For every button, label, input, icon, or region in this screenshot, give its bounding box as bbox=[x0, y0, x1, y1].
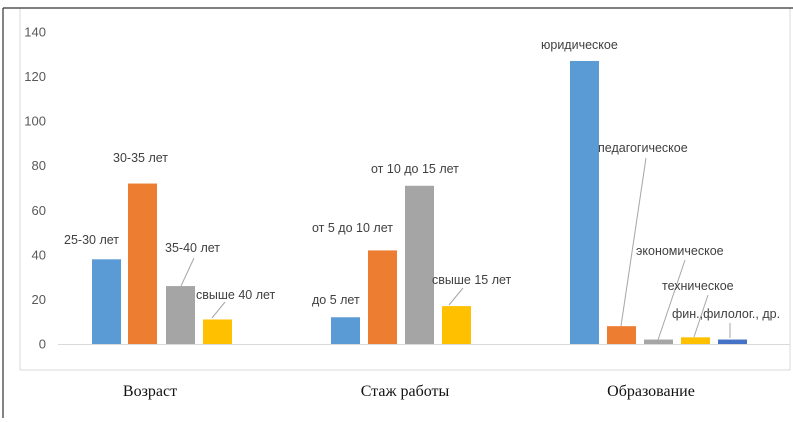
data-label: 30-35 лет bbox=[113, 151, 168, 165]
bar bbox=[203, 319, 232, 344]
data-label: от 5 до 10 лет bbox=[312, 221, 393, 235]
bar bbox=[92, 259, 121, 344]
data-label: свыше 15 лет bbox=[432, 273, 512, 287]
bar bbox=[166, 286, 195, 344]
data-label: фин.,филолог., др. bbox=[672, 307, 780, 321]
bar bbox=[442, 306, 471, 344]
bar bbox=[331, 317, 360, 344]
y-tick-label: 100 bbox=[24, 114, 46, 129]
leader-line bbox=[211, 301, 226, 319]
y-tick-label: 20 bbox=[32, 292, 46, 307]
bar bbox=[405, 185, 434, 344]
data-label: до 5 лет bbox=[312, 293, 360, 307]
bar bbox=[128, 183, 157, 344]
y-tick-label: 0 bbox=[39, 337, 46, 352]
bar bbox=[644, 339, 673, 344]
bar bbox=[570, 60, 599, 344]
y-tick-label: 60 bbox=[32, 203, 46, 218]
leader-line bbox=[448, 287, 464, 306]
data-label: экономическое bbox=[636, 244, 724, 258]
leader-line bbox=[620, 157, 647, 327]
bar bbox=[681, 337, 710, 344]
data-label: педагогическое bbox=[598, 141, 688, 155]
y-tick-label: 80 bbox=[32, 158, 46, 173]
category-label: Образование bbox=[607, 383, 695, 400]
bar bbox=[368, 250, 397, 344]
leader-line bbox=[657, 259, 686, 341]
data-label: юридическое bbox=[541, 38, 618, 52]
y-tick-label: 140 bbox=[24, 25, 46, 40]
category-label: Стаж работы bbox=[361, 383, 450, 400]
data-label: свыше 40 лет bbox=[196, 288, 276, 302]
y-tick-label: 40 bbox=[32, 247, 46, 262]
data-label: 35-40 лет bbox=[165, 241, 220, 255]
data-label: от 10 до 15 лет bbox=[371, 162, 459, 176]
data-label: 25-30 лет bbox=[64, 233, 119, 247]
y-tick-label: 120 bbox=[24, 69, 46, 84]
leader-line bbox=[693, 294, 709, 338]
bar bbox=[607, 326, 636, 344]
leader-line bbox=[180, 257, 195, 287]
category-label: Возраст bbox=[123, 383, 177, 400]
bar bbox=[718, 339, 747, 344]
data-label: техническое bbox=[662, 279, 734, 293]
